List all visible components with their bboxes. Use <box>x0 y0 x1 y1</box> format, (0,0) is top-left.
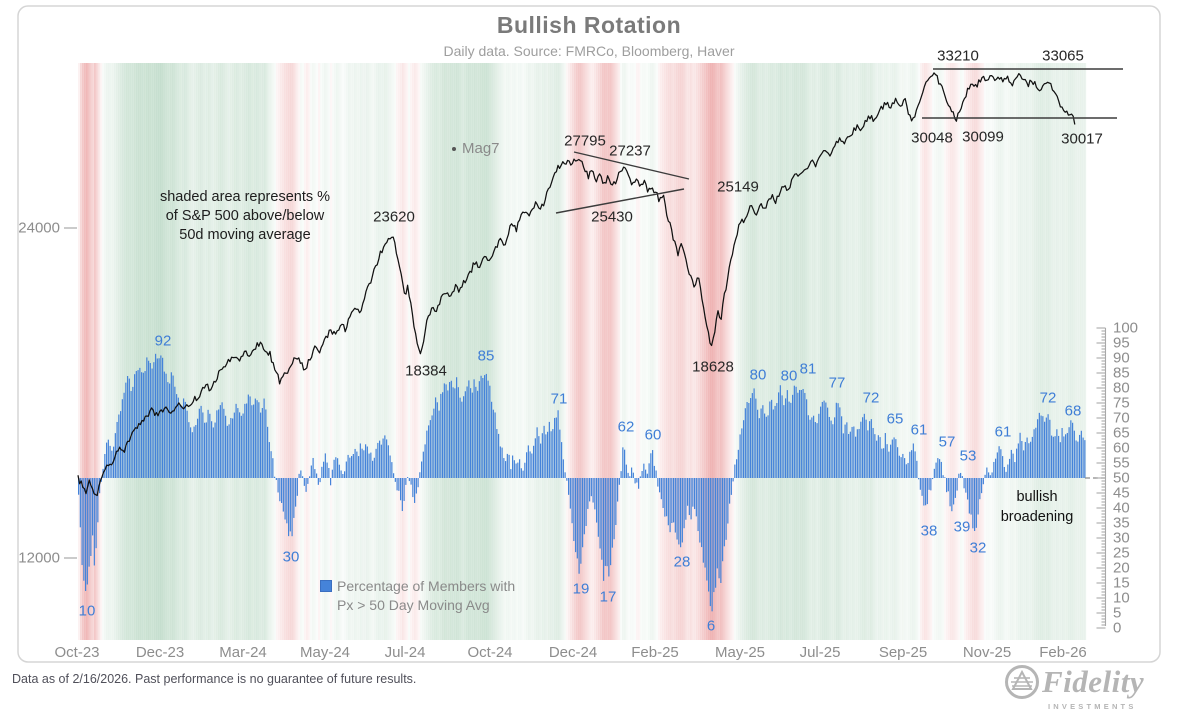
mag7-price-line <box>77 72 1076 497</box>
trend-line <box>573 151 690 180</box>
card-frame <box>17 5 1161 663</box>
right-axis <box>1096 327 1107 629</box>
background-shading <box>78 63 1087 640</box>
trend-line <box>555 188 685 214</box>
percent-bars <box>78 353 1086 612</box>
